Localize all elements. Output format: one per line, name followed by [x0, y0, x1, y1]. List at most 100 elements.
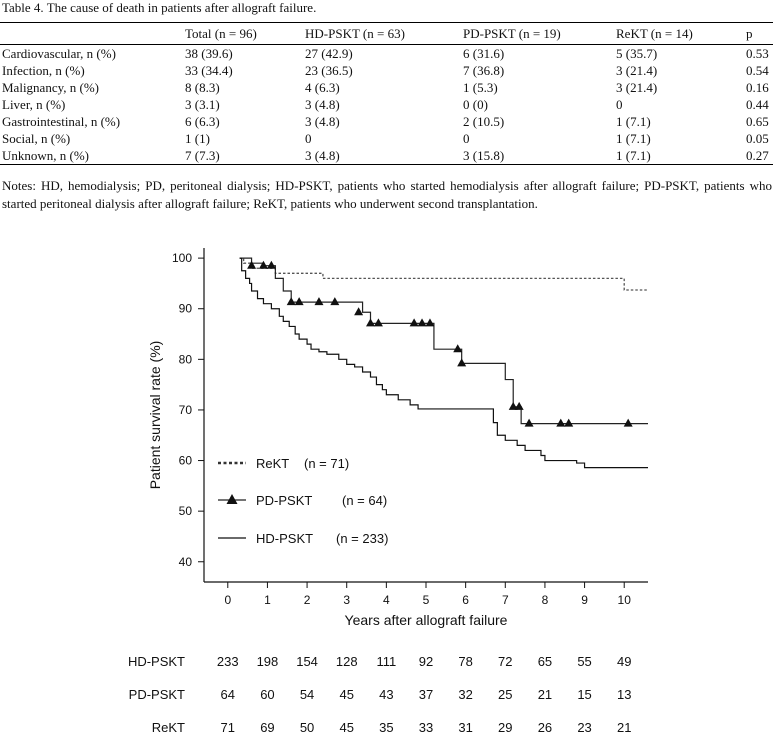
censor-triangle-marker — [453, 344, 463, 353]
risk-count: 78 — [458, 654, 472, 669]
table-cell: 0 (0) — [463, 97, 488, 112]
row-label-cell: Infection, n (%) — [2, 63, 85, 78]
series-line-solid-triangle — [239, 257, 648, 425]
cause-of-death-table: Total (n = 96) HD-PSKT (n = 63) PD-PSKT … — [0, 22, 773, 165]
row-label-cell: Liver, n (%) — [2, 97, 66, 112]
risk-count: 45 — [339, 720, 353, 735]
table-cell: 0.53 — [746, 46, 769, 61]
censor-triangle-marker — [425, 318, 435, 327]
risk-count: 60 — [260, 687, 274, 702]
y-tick-label: 40 — [179, 555, 193, 569]
risk-count: 198 — [257, 654, 279, 669]
table-row: Gastrointestinal, n (%) 6 (6.3) 3 (4.8) 2 (… — [0, 113, 773, 130]
table-caption: Table 4. The cause of death in patients … — [2, 0, 316, 16]
row-label-cell: Unknown, n (%) — [0, 147, 185, 165]
censor-triangle-marker — [286, 297, 296, 306]
table-row: Infection, n (%) 33 (34.4) 23 (36.5) 7 (36.… — [0, 62, 773, 79]
table-cell: 3 (4.8) — [305, 147, 463, 165]
table-cell: 27 (42.9) — [305, 46, 353, 61]
risk-count: 154 — [296, 654, 318, 669]
y-axis-title: Patient survival rate (%) — [147, 341, 163, 490]
table-header-cell: PD-PSKT (n = 19) — [463, 22, 616, 45]
table-row: Unknown, n (%) 7 (7.3) 3 (4.8) 3 (15.8) 1 (7… — [0, 147, 773, 165]
risk-row-label: HD-PSKT — [128, 654, 185, 669]
legend-n: (n = 64) — [342, 493, 387, 508]
table-notes: Notes: HD, hemodialysis; PD, peritoneal … — [2, 178, 772, 211]
table-caption-label: Table 4. — [2, 0, 44, 15]
table-cell: 3 (4.8) — [305, 114, 340, 129]
risk-row-label: ReKT — [152, 720, 185, 735]
x-tick-label: 3 — [343, 593, 350, 607]
x-tick-label: 5 — [423, 593, 430, 607]
table-cell: 3 (3.1) — [185, 97, 220, 112]
y-tick-label: 50 — [179, 504, 193, 518]
table-cell: 0 — [463, 131, 470, 146]
risk-count: 33 — [419, 720, 433, 735]
table-cell: 7 (7.3) — [185, 147, 305, 165]
table-cell: 5 (35.7) — [616, 46, 658, 61]
risk-count: 49 — [617, 654, 631, 669]
risk-count: 21 — [538, 687, 552, 702]
risk-count: 50 — [300, 720, 314, 735]
risk-count: 25 — [498, 687, 512, 702]
row-label-cell: Gastrointestinal, n (%) — [2, 114, 121, 129]
risk-count: 233 — [217, 654, 239, 669]
row-label-cell: Malignancy, n (%) — [2, 80, 99, 95]
table-cell: 4 (6.3) — [305, 80, 340, 95]
x-tick-label: 6 — [462, 593, 469, 607]
series-line-solid — [239, 257, 648, 469]
table-cell: 3 (4.8) — [305, 97, 340, 112]
row-label-cell: Social, n (%) — [2, 131, 71, 146]
table-row: Social, n (%) 1 (1) 0 0 1 (7.1) 0.05 — [0, 130, 773, 147]
censor-triangle-marker — [457, 358, 467, 367]
censor-triangle-marker — [354, 307, 364, 316]
table-cell: 33 (34.4) — [185, 63, 233, 78]
censor-triangle-marker — [564, 418, 574, 427]
table-cell: 0.27 — [746, 147, 773, 165]
risk-count: 64 — [221, 687, 235, 702]
censor-triangle-marker — [409, 318, 419, 327]
row-label-cell: Cardiovascular, n (%) — [2, 46, 116, 61]
table-cell: 0.16 — [746, 80, 769, 95]
table-cell: 0 — [305, 131, 312, 146]
risk-count: 26 — [538, 720, 552, 735]
risk-count: 72 — [498, 654, 512, 669]
risk-count: 71 — [221, 720, 235, 735]
legend-label: ReKT — [256, 456, 289, 471]
risk-count: 35 — [379, 720, 393, 735]
series-line-dotted — [239, 257, 648, 291]
table-cell: 6 (6.3) — [185, 114, 220, 129]
risk-count: 32 — [458, 687, 472, 702]
censor-triangle-marker — [623, 418, 633, 427]
censor-triangle-marker — [508, 401, 518, 410]
x-tick-label: 0 — [224, 593, 231, 607]
table-cell: 2 (10.5) — [463, 114, 505, 129]
risk-count: 45 — [339, 687, 353, 702]
legend-label: PD-PSKT — [256, 493, 312, 508]
table-cell: 23 (36.5) — [305, 63, 353, 78]
risk-count: 69 — [260, 720, 274, 735]
risk-count: 29 — [498, 720, 512, 735]
risk-count: 21 — [617, 720, 631, 735]
risk-count: 31 — [458, 720, 472, 735]
x-tick-label: 1 — [264, 593, 271, 607]
legend-triangle-marker — [226, 494, 238, 504]
risk-count: 43 — [379, 687, 393, 702]
censor-triangle-marker — [247, 260, 257, 269]
y-tick-label: 60 — [179, 454, 193, 468]
table-row: Liver, n (%) 3 (3.1) 3 (4.8) 0 (0) 0 0.44 — [0, 96, 773, 113]
risk-count: 92 — [419, 654, 433, 669]
x-axis-title: Years after allograft failure — [345, 612, 508, 628]
censor-triangle-marker — [330, 297, 340, 306]
y-tick-label: 70 — [179, 403, 193, 417]
risk-count: 65 — [538, 654, 552, 669]
risk-count: 15 — [577, 687, 591, 702]
censor-triangle-marker — [314, 297, 324, 306]
table-header-cell: Total (n = 96) — [185, 22, 305, 45]
censor-triangle-marker — [524, 418, 534, 427]
table-header-cell — [0, 22, 185, 45]
table-row: Malignancy, n (%) 8 (8.3) 4 (6.3) 1 (5.3) 3 … — [0, 79, 773, 96]
risk-count: 54 — [300, 687, 314, 702]
risk-count: 37 — [419, 687, 433, 702]
